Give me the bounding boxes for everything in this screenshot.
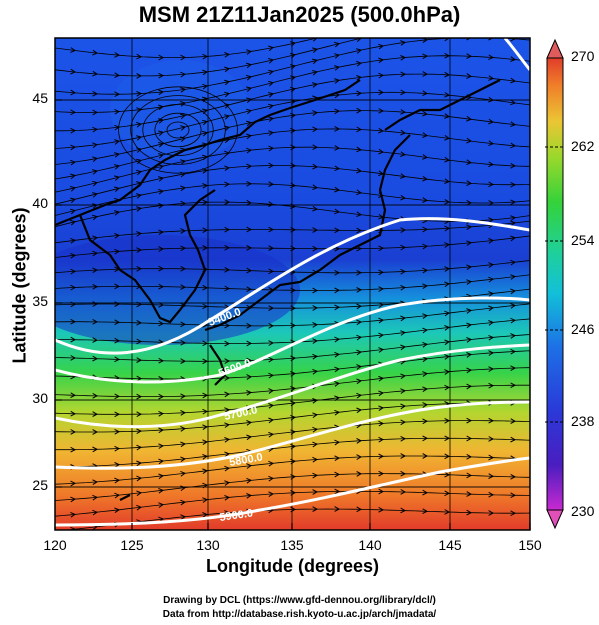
colorbar-label: 254 [571,232,595,248]
x-tick-label: 145 [438,537,462,553]
colorbar-label: 238 [571,413,595,429]
y-tick-label: 45 [32,90,48,106]
x-tick-label: 130 [196,537,220,553]
grid-lines [55,38,530,530]
x-tick-label: 140 [358,537,382,553]
colorbar-label: 246 [571,321,595,337]
coastline [55,79,501,530]
y-tick-label: 40 [32,195,48,211]
colorbar-label: 270 [571,48,595,64]
axis-ticks [54,99,531,530]
x-tick-label: 150 [518,537,542,553]
x-axis-label: Longitude (degrees) [205,556,379,576]
credit-drawing: Drawing by DCL (https://www.gfd-dennou.o… [163,595,436,606]
y-axis-label: Latitude (degrees) [9,207,30,364]
credit-data: Data from http://database.rish.kyoto-u.a… [162,609,437,620]
x-tick-label: 135 [280,537,304,553]
x-tick-label: 120 [43,537,67,553]
height-contours [55,38,530,527]
y-tick-label: 35 [32,293,48,309]
contour-label: 5800.0 [228,451,263,469]
y-tick-label: 30 [32,390,48,406]
colorbar-label: 230 [571,503,595,519]
colorbar-label: 262 [571,138,595,154]
map-title: MSM 21Z11Jan2025 (500.0hPa) [138,2,461,27]
x-tick-label: 125 [120,537,144,553]
y-tick-label: 25 [32,477,48,493]
contour-label: 5900.0 [219,507,254,524]
colorbar [545,38,565,530]
wind-streamlines [55,38,530,530]
